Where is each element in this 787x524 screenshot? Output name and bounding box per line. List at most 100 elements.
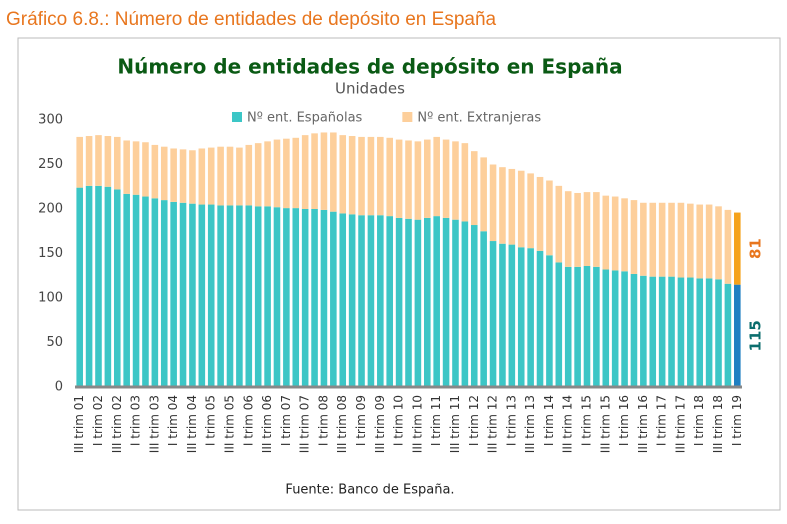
bar-segment xyxy=(508,168,516,245)
bar-segment xyxy=(179,202,187,387)
bar-segment xyxy=(621,198,628,272)
bar-segment xyxy=(245,144,253,206)
x-tick-label: I trim 14 xyxy=(542,395,556,446)
x-tick-label: I trim 11 xyxy=(429,395,443,446)
bar-segment xyxy=(405,140,412,219)
bar-segment xyxy=(705,204,713,279)
x-tick-label: I trim 06 xyxy=(241,395,255,446)
y-tick-label: 50 xyxy=(46,335,63,350)
bar-segment xyxy=(170,201,177,387)
x-tick-label: I trim 09 xyxy=(354,395,368,446)
bar-segment xyxy=(734,212,741,285)
y-tick-label: 150 xyxy=(38,246,63,261)
bar-segment xyxy=(668,276,675,387)
bar-segment xyxy=(367,215,375,387)
bar-segment xyxy=(217,205,224,387)
bar-segment xyxy=(677,277,685,387)
x-tick-label: III trim 16 xyxy=(636,395,650,453)
y-tick-label: 200 xyxy=(38,202,63,217)
bar-segment xyxy=(536,176,544,251)
bar-segment xyxy=(76,187,83,387)
bar-segment xyxy=(593,192,600,267)
bar-segment xyxy=(226,205,234,387)
bar-segment xyxy=(151,144,159,199)
x-tick-label: I trim 02 xyxy=(91,395,105,446)
bar-segment xyxy=(574,192,581,267)
bar-segment xyxy=(236,147,243,206)
x-tick-label: III trim 06 xyxy=(260,395,274,453)
bar-segment xyxy=(76,136,83,188)
y-tick-label: 250 xyxy=(38,157,63,172)
x-tick-label: III trim 13 xyxy=(523,395,537,453)
bar-segment xyxy=(339,135,347,214)
bar-segment xyxy=(85,136,93,186)
bar-segment xyxy=(536,250,544,387)
x-tick-label: I trim 03 xyxy=(129,395,143,446)
bar-segment xyxy=(236,205,243,387)
bar-segment xyxy=(142,196,149,387)
bar-segment xyxy=(715,279,722,387)
data-label: 115 xyxy=(747,320,765,351)
bar-segment xyxy=(470,225,478,387)
bar-segment xyxy=(621,271,628,387)
bar-segment xyxy=(527,173,534,249)
bar-segment xyxy=(724,209,732,284)
x-tick-label: I trim 05 xyxy=(204,395,218,446)
bar-segment xyxy=(95,135,102,186)
bar-segment xyxy=(555,185,563,263)
x-tick-label: I trim 17 xyxy=(655,395,669,446)
x-tick-label: I trim 13 xyxy=(504,395,518,446)
bar-segment xyxy=(113,136,121,190)
bar-segment xyxy=(330,132,337,212)
bar-segment xyxy=(358,136,365,216)
bar-segment xyxy=(630,200,638,274)
bar-segment xyxy=(217,146,224,206)
bar-segment xyxy=(301,209,309,387)
x-tick-label: III trim 04 xyxy=(185,395,199,453)
legend-swatch xyxy=(402,112,413,122)
bar-segment xyxy=(433,136,440,217)
bar-segment xyxy=(649,276,657,387)
bar-segment xyxy=(564,191,572,267)
bar-segment xyxy=(442,217,450,387)
bar-segment xyxy=(630,273,638,387)
bar-segment xyxy=(687,203,694,278)
bar-segment xyxy=(301,135,309,209)
chart-title: Número de entidades de depósito en Españ… xyxy=(117,55,622,79)
bar-segment xyxy=(658,276,666,387)
bar-segment xyxy=(358,215,365,387)
bar-segment xyxy=(414,219,422,387)
source: Fuente: Banco de España. xyxy=(285,483,454,498)
x-tick-label: III trim 05 xyxy=(223,395,237,453)
bar-segment xyxy=(273,207,281,387)
bar-segment xyxy=(564,266,572,387)
bar-segment xyxy=(189,150,196,204)
bar-segment xyxy=(480,157,487,232)
bar-segment xyxy=(499,243,506,387)
chart-subtitle: Unidades xyxy=(335,80,405,98)
bar-segment xyxy=(348,136,356,215)
bar-segment xyxy=(461,221,469,387)
y-tick-label: 300 xyxy=(38,113,63,128)
bar-segment xyxy=(245,205,253,387)
legend-label: Nº ent. Españolas xyxy=(247,111,363,126)
bar-segment xyxy=(452,219,459,387)
bar-segment xyxy=(377,215,384,387)
x-tick-label: III trim 17 xyxy=(673,395,687,453)
x-tick-label: I trim 07 xyxy=(279,395,293,446)
x-tick-label: I trim 12 xyxy=(467,395,481,446)
legend-label: Nº ent. Extranjeras xyxy=(417,111,541,126)
bar-segment xyxy=(283,138,290,209)
bar-segment xyxy=(470,151,478,226)
x-tick-label: III trim 02 xyxy=(110,395,124,453)
x-tick-label: I trim 15 xyxy=(579,395,593,446)
x-tick-label: I trim 04 xyxy=(166,395,180,446)
bar-segment xyxy=(264,141,271,207)
bar-segment xyxy=(461,143,469,222)
bar-segment xyxy=(170,148,177,202)
bar-segment xyxy=(705,278,713,387)
bar-segment xyxy=(132,194,140,387)
bar-segment xyxy=(517,247,525,387)
bar-segment xyxy=(292,137,300,209)
